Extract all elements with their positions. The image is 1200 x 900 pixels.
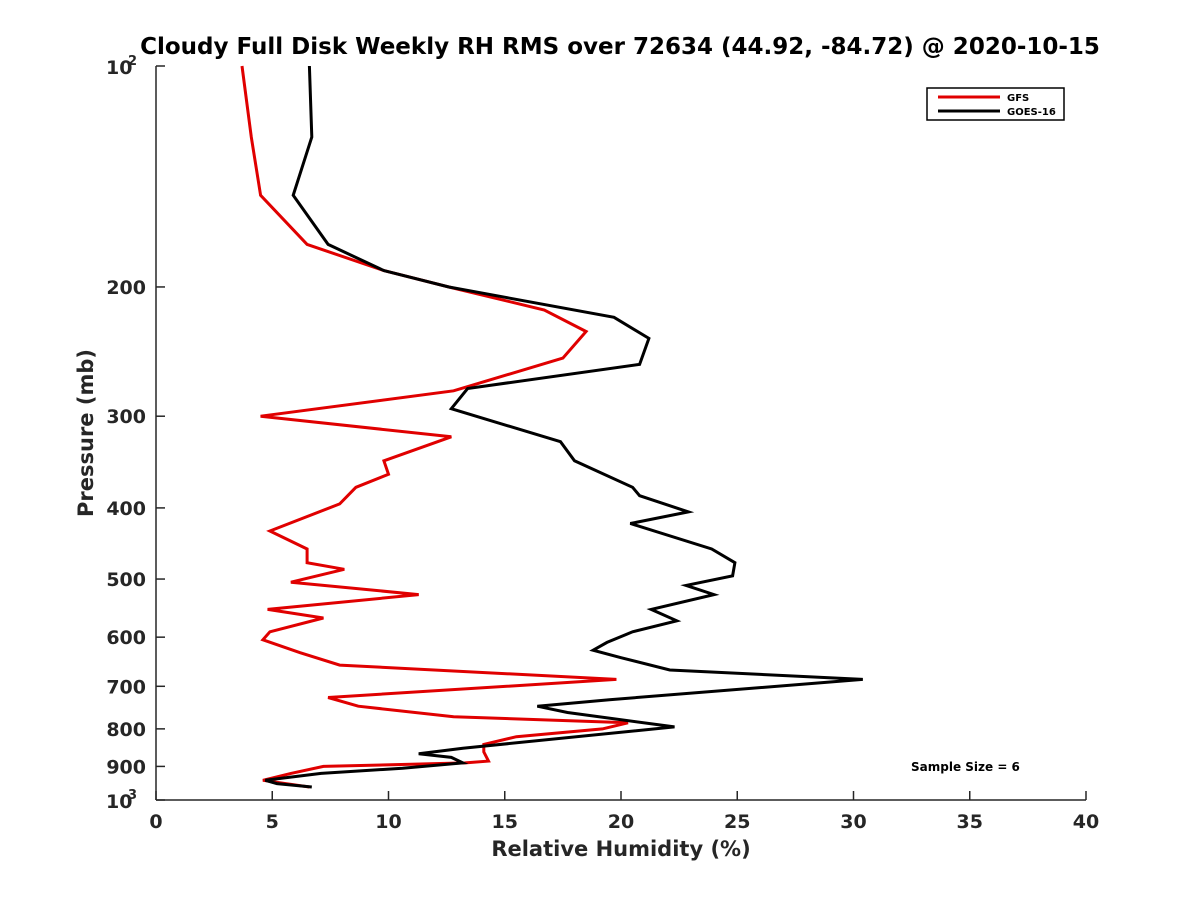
x-ticks: 0 5 10 15 20 25 30 35 40 [149, 791, 1099, 833]
y-tick-label: 400 [106, 498, 146, 520]
x-tick-label: 40 [1073, 811, 1099, 833]
y-tick-label: 700 [106, 676, 146, 698]
series-layer [240, 65, 863, 789]
x-tick-label: 35 [957, 811, 983, 833]
series-line-goes16 [264, 65, 863, 789]
legend-label-goes16: GOES-16 [1007, 107, 1056, 118]
x-tick-label: 0 [149, 811, 162, 833]
plot-axes [155, 66, 1086, 801]
y-tick-label: 200 [106, 277, 146, 299]
y-axis-label: Pressure (mb) [74, 349, 98, 517]
x-tick-label: 30 [840, 811, 866, 833]
y-tick-label: 900 [106, 756, 146, 778]
y-tick-label: 600 [106, 627, 146, 649]
y-tick-label: 10 [106, 791, 132, 813]
y-tick-label-exponent: 3 [128, 788, 137, 803]
x-axis-label: Relative Humidity (%) [491, 837, 750, 861]
y-tick-label: 500 [106, 569, 146, 591]
sample-size-annotation: Sample Size = 6 [911, 760, 1020, 774]
y-tick-label: 300 [106, 406, 146, 428]
x-tick-label: 15 [492, 811, 518, 833]
y-tick-label: 10 [106, 57, 132, 79]
x-tick-label: 25 [724, 811, 750, 833]
legend-box [926, 87, 1065, 121]
y-tick-label: 800 [106, 719, 146, 741]
legend: GFS GOES-16 [926, 87, 1065, 121]
x-tick-label: 10 [375, 811, 401, 833]
legend-label-gfs: GFS [1007, 93, 1029, 104]
y-tick-label-exponent: 2 [128, 54, 137, 69]
x-tick-label: 20 [608, 811, 634, 833]
x-tick-label: 5 [266, 811, 279, 833]
chart-title: Cloudy Full Disk Weekly RH RMS over 7263… [140, 34, 1100, 60]
series-line-gfs [240, 65, 629, 789]
